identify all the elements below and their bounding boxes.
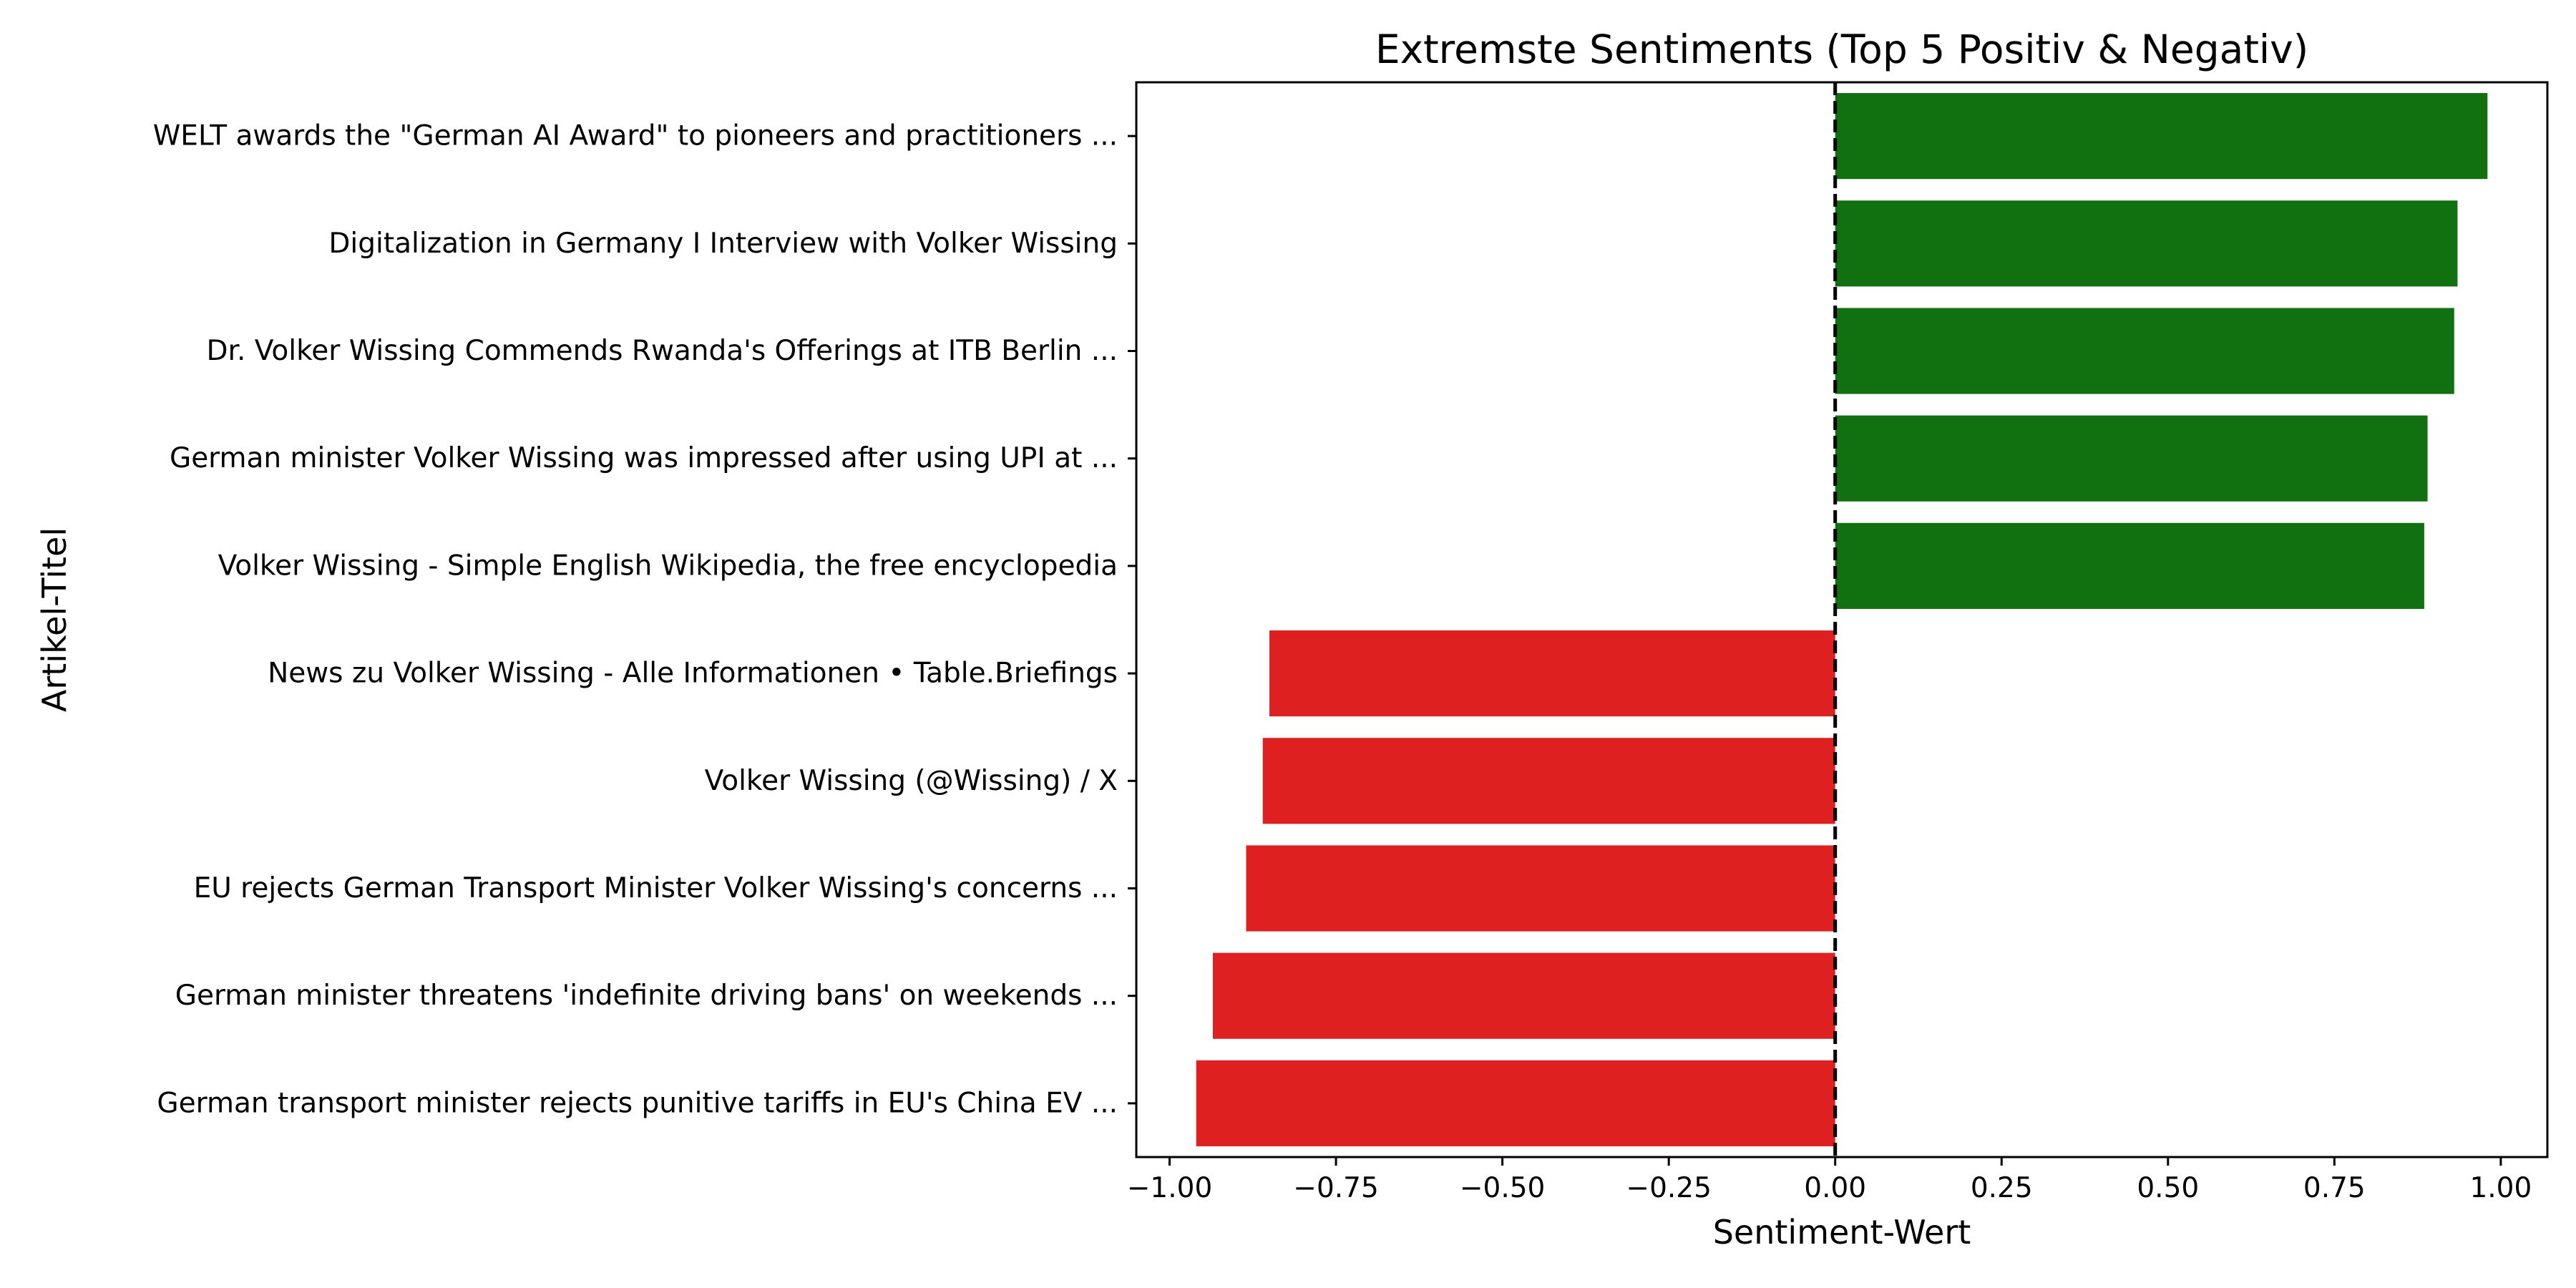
chart-title: Extremste Sentiments (Top 5 Positiv & Ne… — [1375, 26, 2308, 72]
y-axis-label: Artikel-Titel — [35, 527, 74, 712]
bar-8 — [1246, 845, 1835, 932]
x-axis-ticks: −1.00 −0.75 −0.50 −0.25 0.00 0.25 0.50 0.75 1.00 — [1127, 1157, 2532, 1204]
y-tick-label: WELT awards the "German AI Award" to pio… — [153, 120, 1118, 152]
x-tick-label: −0.75 — [1293, 1172, 1379, 1204]
y-axis-ticks: WELT awards the "German AI Award" to pio… — [153, 120, 1136, 1119]
y-tick-label: Volker Wissing (@Wissing) / X — [705, 765, 1118, 797]
bar-1 — [1835, 93, 2488, 180]
bar-3 — [1835, 308, 2454, 394]
y-tick-label: Dr. Volker Wissing Commends Rwanda's Off… — [206, 335, 1118, 367]
x-axis-label: Sentiment-Wert — [1713, 1213, 1971, 1252]
x-tick-label: 0.75 — [2303, 1172, 2366, 1204]
y-tick-label: German minister Volker Wissing was impre… — [170, 442, 1118, 474]
x-tick-label: 1.00 — [2469, 1172, 2532, 1204]
y-tick-label: EU rejects German Transport Minister Vol… — [194, 872, 1118, 904]
bar-4 — [1835, 415, 2428, 502]
x-tick-label: 0.50 — [2137, 1172, 2199, 1204]
y-tick-label: German minister threatens 'indefinite dr… — [175, 980, 1118, 1012]
y-tick-label: German transport minister rejects puniti… — [157, 1087, 1118, 1119]
bar-7 — [1262, 738, 1835, 824]
y-tick-label: Digitalization in Germany I Interview wi… — [328, 228, 1118, 260]
x-tick-label: −0.50 — [1460, 1172, 1546, 1204]
bar-group — [1196, 93, 2488, 1146]
y-tick-label: Volker Wissing - Simple English Wikipedi… — [218, 550, 1118, 582]
bar-9 — [1212, 952, 1835, 1039]
x-tick-label: −0.25 — [1626, 1172, 1712, 1204]
bar-6 — [1269, 630, 1835, 717]
bar-5 — [1835, 522, 2424, 609]
x-tick-label: −1.00 — [1127, 1172, 1213, 1204]
plot-frame — [1135, 81, 2549, 1158]
x-tick-label: 0.25 — [1971, 1172, 2033, 1204]
bar-10 — [1196, 1060, 1835, 1146]
y-tick-label: News zu Volker Wissing - Alle Informatio… — [268, 658, 1118, 690]
x-tick-label: 0.00 — [1804, 1172, 1866, 1204]
bar-2 — [1835, 200, 2458, 287]
